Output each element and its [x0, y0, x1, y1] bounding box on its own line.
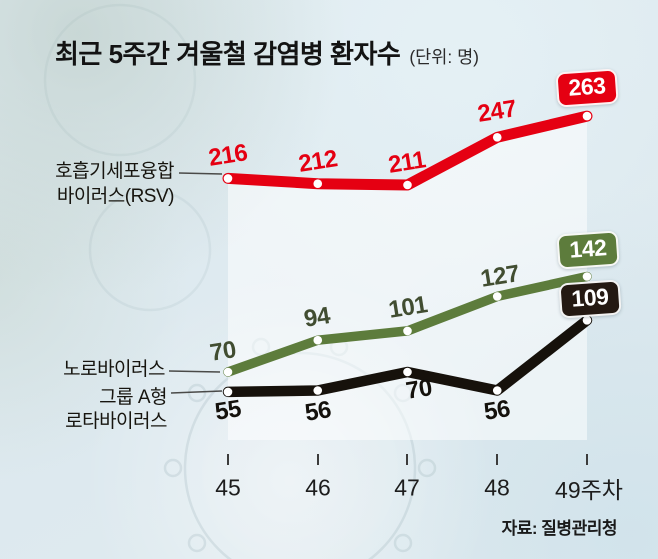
- noro-last-value-badge: 142: [556, 230, 620, 270]
- rota-series-label-line1: 그룹 A형: [99, 387, 167, 408]
- noro-value-week46: 94: [302, 302, 332, 333]
- noro-value-week47: 101: [386, 291, 430, 324]
- unit-label: (단위: 명): [409, 47, 480, 67]
- rota-value-week45: 55: [213, 395, 243, 426]
- rsv-value-week46: 212: [296, 145, 340, 178]
- rsv-series-label-line1: 호흡기세포융합: [55, 161, 174, 182]
- rsv-last-value-badge: 263: [555, 68, 619, 108]
- rota-value-week46: 56: [303, 396, 333, 427]
- x-axis-label-week48: 48: [484, 474, 510, 501]
- rota-value-week47: 70: [404, 374, 434, 405]
- title-row: 최근 5주간 겨울철 감염병 환자수 (단위: 명): [55, 34, 479, 71]
- rota-series-label: 그룹 A형 로타바이러스: [24, 386, 167, 434]
- page-title: 최근 5주간 겨울철 감염병 환자수: [55, 39, 401, 69]
- rsv-series-label: 호흡기세포융합 바이러스(RSV): [24, 159, 174, 209]
- rsv-value-week45: 216: [206, 139, 250, 172]
- x-axis-label-week45: 45: [215, 474, 241, 501]
- noro-value-week48: 127: [478, 260, 522, 293]
- rota-series-label-line2: 로타바이러스: [65, 411, 167, 432]
- noro-value-week45: 70: [208, 336, 238, 367]
- rsv-value-week47: 211: [386, 146, 428, 179]
- rota-value-week48: 56: [482, 395, 512, 426]
- noro-series-label: 노로바이러스: [63, 359, 165, 380]
- x-axis-label-week47: 47: [394, 474, 420, 501]
- x-axis-label-week46: 46: [305, 474, 331, 501]
- x-axis-label-week49: 49주차: [555, 477, 623, 503]
- rsv-series-label-line2: 바이러스(RSV): [56, 186, 175, 207]
- rsv-value-week48: 247: [475, 95, 519, 128]
- rota-last-value-badge: 109: [558, 279, 622, 319]
- source-credit: 자료: 질병관리청: [501, 519, 618, 538]
